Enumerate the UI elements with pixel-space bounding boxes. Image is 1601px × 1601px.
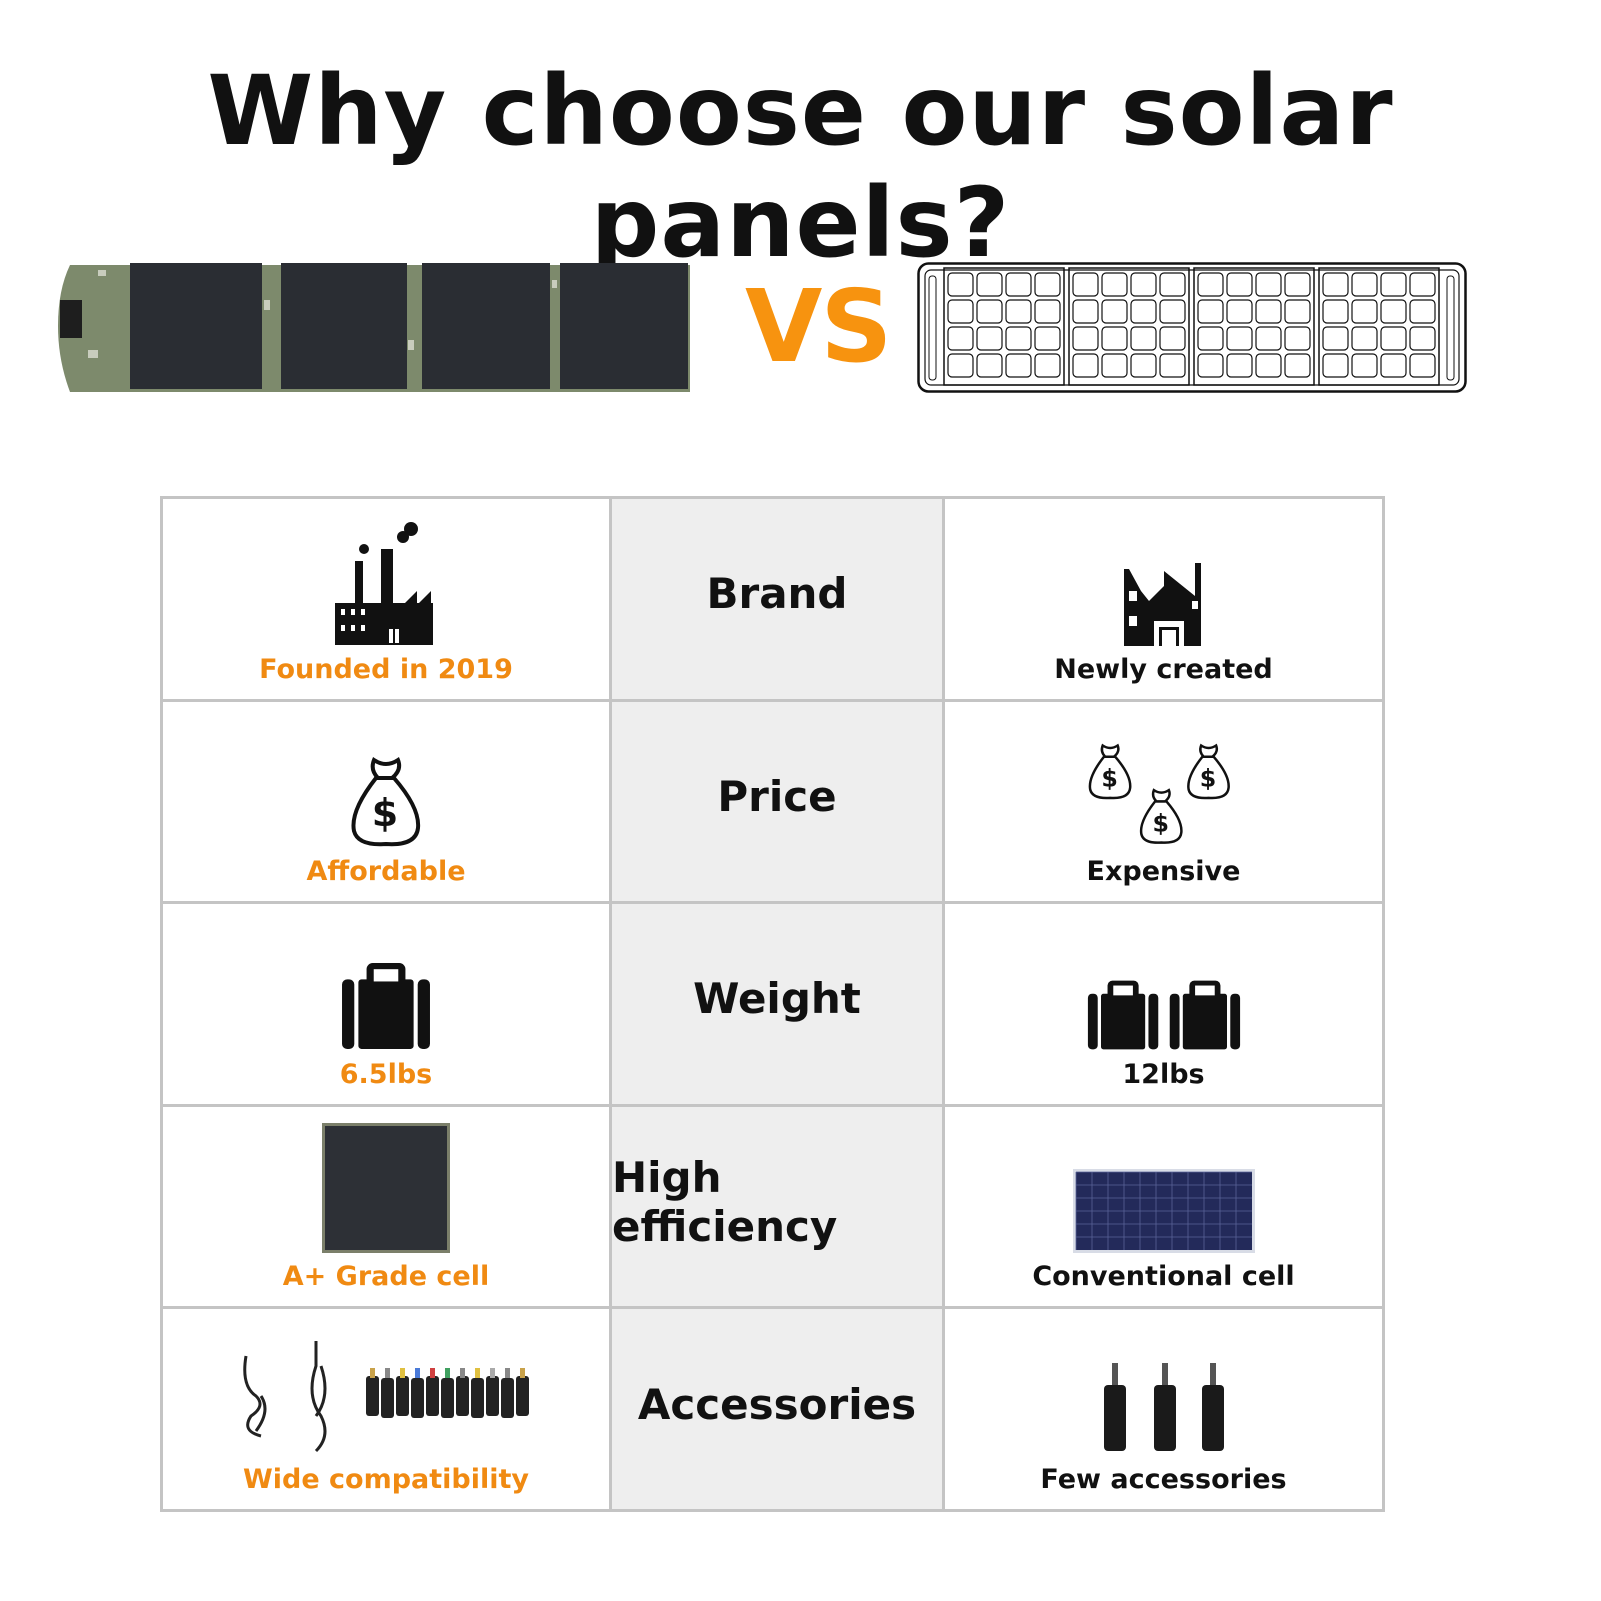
conventional-panel-image xyxy=(1072,1169,1255,1254)
ours-label: Wide compatibility xyxy=(242,1464,530,1495)
theirs-label: Conventional cell xyxy=(1032,1261,1295,1293)
foldable-solar-panel-image xyxy=(58,263,690,392)
theirs-cell: Conventional cell xyxy=(945,1106,1382,1307)
solar-cell-image xyxy=(322,1123,450,1254)
feature-label: Accessories xyxy=(612,1309,942,1509)
theirs-cell: 12lbs xyxy=(945,904,1382,1104)
ours-cell: Wide compatibility xyxy=(163,1309,609,1509)
connectors-image xyxy=(1094,1361,1234,1456)
ours-label: Founded in 2019 xyxy=(259,653,513,685)
suitcase-icon xyxy=(336,961,436,1051)
ours-label: A+ Grade cell xyxy=(282,1261,490,1293)
theirs-cell: Few accessories xyxy=(945,1309,1382,1509)
theirs-label: Expensive xyxy=(1086,856,1241,888)
feature-label: Brand xyxy=(612,499,942,699)
feature-label: Price xyxy=(612,701,942,902)
ours-label: Affordable xyxy=(306,856,466,888)
feature-label: High efficiency xyxy=(612,1106,942,1307)
theirs-label: Few accessories xyxy=(1040,1464,1287,1495)
svg-text:$: $ xyxy=(372,791,398,835)
page-title: Why choose our solar panels? xyxy=(207,55,1394,279)
conventional-panel-drawing xyxy=(917,262,1467,393)
theirs-cell: $ $ $ Expensive xyxy=(945,701,1382,902)
factory-smoke-icon xyxy=(331,521,441,646)
theirs-label: 12lbs xyxy=(1122,1058,1205,1090)
ours-cell: Founded in 2019 xyxy=(163,499,609,699)
svg-text:$: $ xyxy=(1101,765,1117,793)
theirs-cell: Newly created xyxy=(945,499,1382,699)
three-money-bags-icon: $ $ $ xyxy=(1084,743,1244,848)
svg-text:$: $ xyxy=(1199,765,1215,793)
ours-cell: $ Affordable xyxy=(163,701,609,902)
two-suitcases-icon xyxy=(1074,979,1254,1051)
vs-label: VS xyxy=(745,268,892,385)
comparison-table: Founded in 2019 Brand Newly created $ Afford… xyxy=(160,496,1385,1512)
money-bag-icon: $ xyxy=(345,756,427,848)
feature-label: Weight xyxy=(612,904,942,1104)
svg-text:$: $ xyxy=(1152,809,1168,837)
theirs-label: Newly created xyxy=(1054,653,1273,685)
ours-label: 6.5lbs xyxy=(339,1058,433,1090)
ours-cell: A+ Grade cell xyxy=(163,1106,609,1307)
ours-cell: 6.5lbs xyxy=(163,904,609,1104)
cables-and-connectors-image xyxy=(236,1336,536,1456)
factory-icon xyxy=(1119,561,1209,646)
